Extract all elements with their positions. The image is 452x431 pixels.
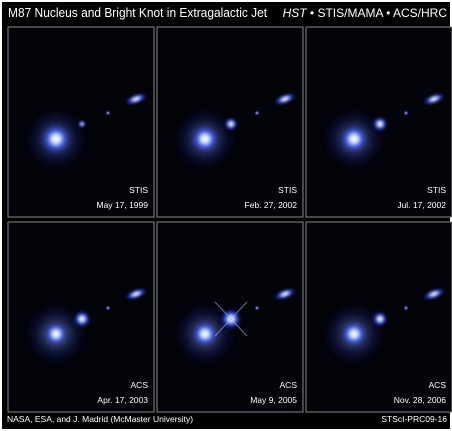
panel: STIS Jul. 17, 2002 xyxy=(306,27,452,217)
date-label: Nov. 28, 2006 xyxy=(394,395,447,405)
jet-knot xyxy=(105,110,111,116)
nucleus xyxy=(43,321,69,347)
date-label: May 17, 1999 xyxy=(96,200,148,210)
panel: ACS Nov. 28, 2006 xyxy=(306,222,452,412)
nucleus xyxy=(191,320,219,348)
credit: NASA, ESA, and J. Madrid (McMaster Unive… xyxy=(7,414,193,424)
panel: ACS Apr. 17, 2003 xyxy=(8,222,154,412)
date-label: May 9, 2005 xyxy=(250,395,297,405)
mission: HST xyxy=(283,6,309,20)
jet-knot xyxy=(105,305,111,311)
knot xyxy=(224,117,238,131)
jet-knot xyxy=(403,305,409,311)
nucleus xyxy=(40,123,72,155)
date-label: Feb. 27, 2002 xyxy=(245,200,298,210)
instrument-label: ACS xyxy=(280,380,298,390)
date-label: Jul. 17, 2002 xyxy=(397,200,446,210)
panel: STIS Feb. 27, 2002 xyxy=(157,27,303,217)
instruments: HST • STIS/MAMA • ACS/HRC xyxy=(283,6,448,20)
jet-knot xyxy=(254,110,260,116)
nucleus xyxy=(190,124,220,154)
jet-knot xyxy=(254,305,260,311)
nucleus xyxy=(339,124,369,154)
release-id: STScI-PRC09-16 xyxy=(381,414,447,424)
knot xyxy=(372,311,388,327)
instrument-label: ACS xyxy=(131,380,149,390)
panel: ACS May 9, 2005 xyxy=(157,222,303,412)
jet-knot xyxy=(403,110,409,116)
knot xyxy=(73,310,91,328)
instrument-label: STIS xyxy=(129,185,148,195)
instrument-label: STIS xyxy=(427,185,446,195)
nucleus xyxy=(340,320,368,348)
instrument-list: • STIS/MAMA • ACS/HRC xyxy=(310,6,447,20)
knot xyxy=(78,120,86,128)
date-label: Apr. 17, 2003 xyxy=(97,395,148,405)
instrument-label: ACS xyxy=(429,380,447,390)
instrument-label: STIS xyxy=(278,185,297,195)
title: M87 Nucleus and Bright Knot in Extragala… xyxy=(8,6,268,21)
panel: STIS May 17, 1999 xyxy=(8,27,154,217)
composite-image: M87 Nucleus and Bright Knot in Extragala… xyxy=(0,0,452,431)
knot xyxy=(372,116,388,132)
